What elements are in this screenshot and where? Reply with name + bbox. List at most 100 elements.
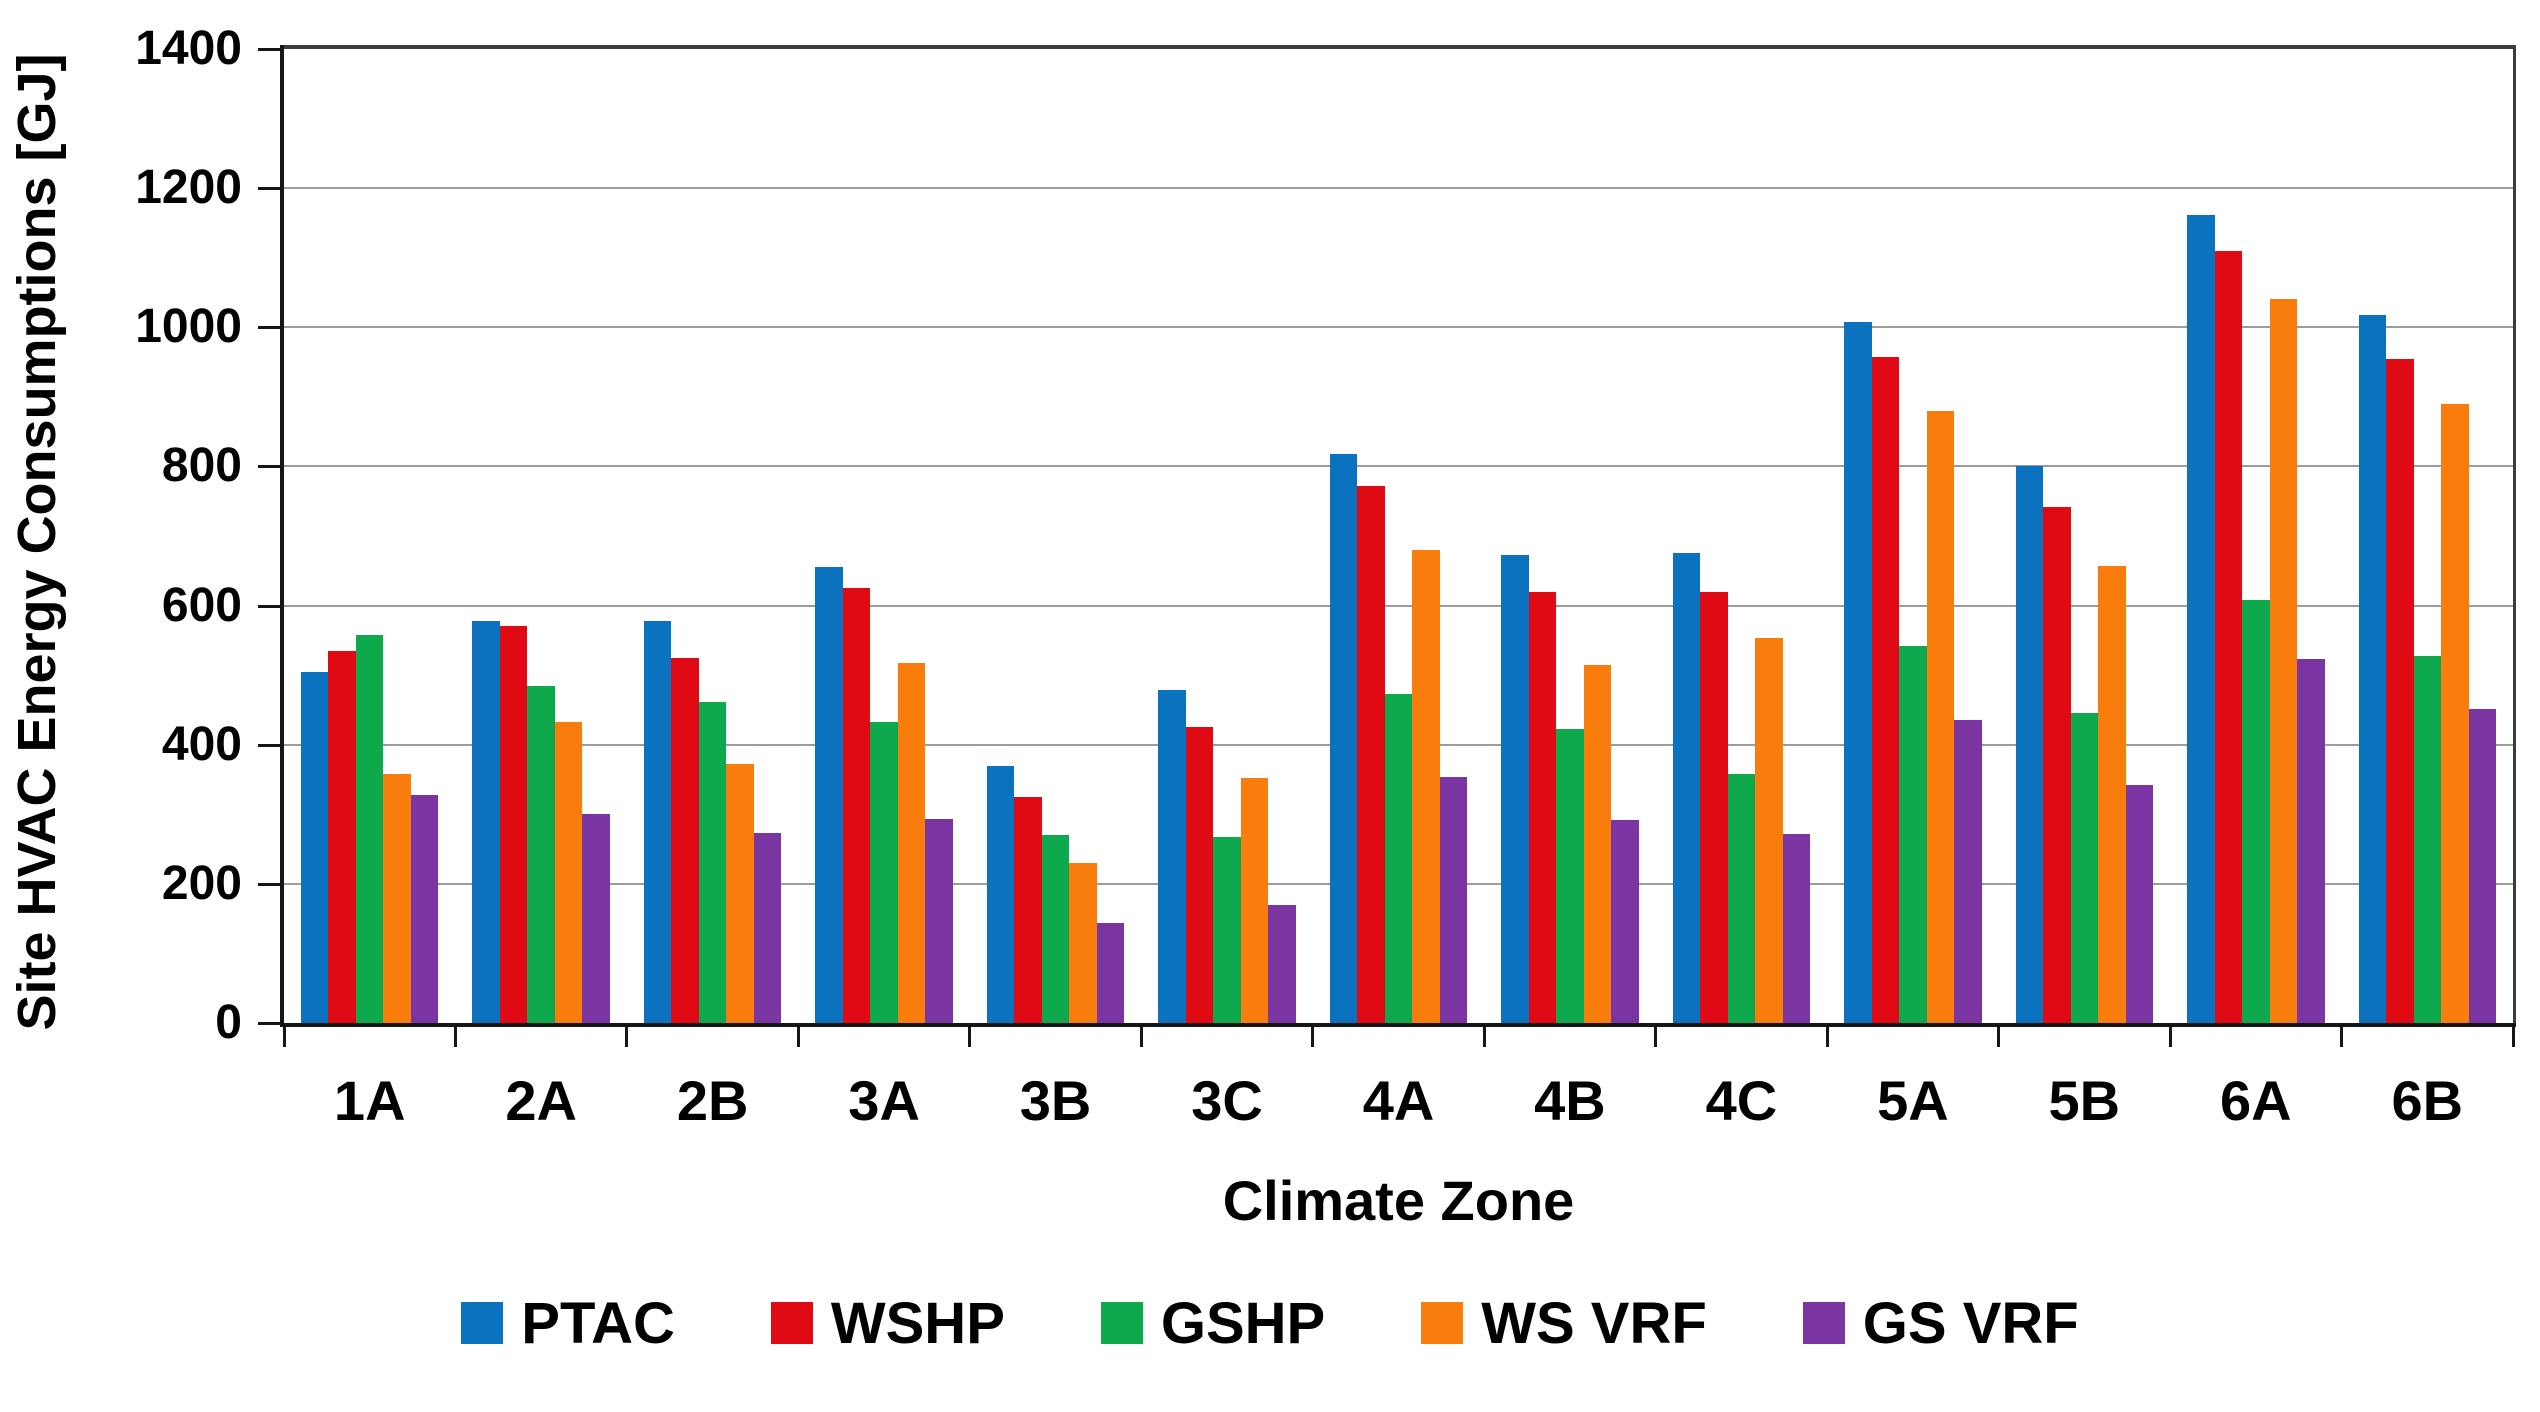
y-tick-label-1400: 1400 [135,22,242,75]
y-tick-label-1200: 1200 [135,161,242,215]
bar-WSHP-3C [1185,727,1214,1023]
bar-PTAC-5B [2015,466,2044,1023]
bar-GSHP-6A [2242,600,2270,1023]
bar-PTAC-4B [1501,555,1529,1023]
x-tick-9 [1825,1023,1829,1047]
bar-GS-VRF-5A [1954,720,1982,1023]
x-tick-label-5B: 5B [2048,1069,2121,1132]
bar-WSHP-2A [499,626,528,1023]
bar-GS-VRF-1A [410,794,439,1023]
bar-GSHP-3B [1041,835,1070,1023]
legend-label-GS-VRF: GS VRF [1862,1290,2079,1356]
legend-label-WS-VRF: WS VRF [1481,1290,1707,1356]
gridline-1200 [284,187,2513,190]
bar-WSHP-3A [842,588,871,1023]
legend: PTAC WSHP GSHP WS VRF GS VRF [0,1278,2540,1368]
bar-WSHP-3B [1014,796,1042,1023]
bar-GS-VRF-6B [2468,708,2497,1023]
bar-WSHP-4C [1700,591,1728,1023]
bar-GSHP-1A [355,634,384,1023]
x-tick-label-6B: 6B [2391,1069,2464,1132]
bar-GS-VRF-6A [2297,659,2325,1023]
x-tick-11 [2168,1023,2172,1047]
plot-area [280,45,2516,1027]
bar-GSHP-3C [1213,837,1241,1023]
y-tick-800 [258,465,280,469]
bar-GS-VRF-3C [1268,904,1296,1023]
bar-WSHP-6B [2386,358,2414,1023]
bar-GSHP-4B [1556,728,1584,1023]
x-tick-label-6A: 6A [2219,1069,2292,1132]
bar-GSHP-5A [1899,645,1927,1023]
bar-GS-VRF-4A [1439,777,1468,1023]
x-tick-3 [796,1023,800,1047]
y-tick-1000 [258,326,280,330]
bar-GSHP-2A [527,686,555,1023]
bar-WS-VRF-5A [1926,410,1955,1023]
bar-WS-VRF-4C [1755,638,1783,1023]
bar-PTAC-4A [1329,453,1358,1023]
bar-GSHP-4A [1384,693,1413,1023]
x-tick-label-4B: 4B [1534,1069,1606,1132]
bar-GS-VRF-2A [582,814,610,1023]
x-tick-2 [625,1023,629,1047]
x-tick-1 [453,1023,457,1047]
legend-item-GSHP: GSHP [1100,1290,1326,1357]
x-tick-5 [1139,1023,1143,1047]
bar-GS-VRF-4C [1782,833,1811,1023]
x-tick-label-2A: 2A [505,1069,577,1132]
x-axis-title: Climate Zone [1222,1169,1575,1232]
y-tick-label-400: 400 [161,717,242,771]
plot-border-top [284,45,2513,49]
bar-GSHP-4C [1727,773,1756,1023]
x-tick-label-5A: 5A [1877,1069,1949,1132]
bar-WS-VRF-2B [726,763,754,1023]
legend-label-GSHP: GSHP [1160,1290,1326,1356]
x-tick-4 [968,1023,972,1047]
legend-item-PTAC: PTAC [461,1290,675,1357]
x-axis-line [280,1023,2516,1027]
bar-GSHP-3A [870,721,898,1023]
gridline-1000 [284,326,2513,329]
y-tick-label-0: 0 [215,996,242,1049]
y-tick-label-1000: 1000 [135,300,242,354]
legend-marker-WSHP [770,1302,813,1344]
bar-PTAC-6A [2187,214,2215,1023]
bar-PTAC-3B [986,765,1015,1023]
bar-GSHP-6B [2413,655,2442,1023]
y-tick-1200 [258,187,280,191]
bar-GS-VRF-3A [925,819,953,1023]
y-tick-600 [258,604,280,608]
gridline-600 [284,604,2513,607]
y-axis-line [280,45,284,1023]
y-tick-label-800: 800 [161,439,242,493]
bar-WSHP-2B [671,657,699,1023]
bar-GS-VRF-2B [753,833,782,1023]
plot-border-right [2513,45,2516,1023]
bar-PTAC-3C [1158,690,1186,1023]
bar-GS-VRF-3B [1096,922,1125,1023]
x-tick-label-3B: 3B [1019,1069,1092,1132]
bar-WS-VRF-1A [383,773,411,1023]
y-tick-label-600: 600 [161,578,242,632]
bar-WSHP-6A [2214,250,2243,1023]
x-tick-0 [282,1023,286,1047]
legend-marker-GS-VRF [1802,1302,1845,1344]
y-tick-1400 [258,48,280,51]
bar-PTAC-1A [300,671,329,1023]
y-tick-200 [258,882,280,886]
bar-PTAC-2A [472,620,500,1023]
x-tick-label-3C: 3C [1191,1069,1263,1132]
y-tick-label-200: 200 [161,856,242,910]
bar-WSHP-4B [1528,591,1557,1023]
y-tick-400 [258,743,280,747]
bar-WSHP-5B [2043,506,2071,1023]
bar-PTAC-3A [815,567,843,1023]
bar-PTAC-6B [2358,314,2387,1023]
bar-WS-VRF-6A [2269,299,2298,1023]
legend-label-PTAC: PTAC [521,1290,675,1356]
bar-WSHP-5A [1871,356,1900,1023]
bar-PTAC-2B [643,620,672,1023]
legend-marker-WS-VRF [1421,1302,1464,1344]
legend-item-WS-VRF: WS VRF [1421,1290,1707,1357]
